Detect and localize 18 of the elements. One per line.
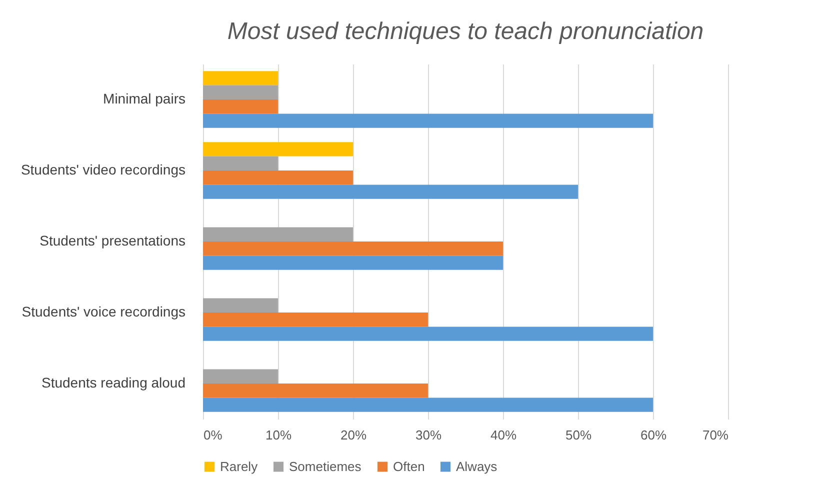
y-tick-label: Students reading aloud bbox=[42, 374, 186, 390]
y-tick-label: Students' voice recordings bbox=[22, 304, 186, 320]
x-tick-label: 20% bbox=[340, 428, 367, 442]
x-tick-label: 30% bbox=[415, 428, 442, 442]
chart-title: Most used techniques to teach pronunciation bbox=[227, 18, 704, 45]
y-tick-label: Students' video recordings bbox=[20, 162, 186, 178]
legend-label: Always bbox=[456, 458, 498, 474]
x-tick-label: 70% bbox=[702, 428, 729, 442]
legend-label: Sometiemes bbox=[289, 458, 362, 474]
x-tick-label: 40% bbox=[490, 428, 517, 442]
y-tick-label: Students' presentations bbox=[40, 232, 186, 248]
x-tick-label: 60% bbox=[640, 428, 667, 442]
x-tick-label: 0% bbox=[204, 428, 223, 442]
legend-label: Often bbox=[393, 458, 425, 474]
legend-label: Rarely bbox=[220, 458, 258, 474]
y-tick-label: Minimal pairs bbox=[103, 90, 186, 106]
x-tick-label: 10% bbox=[265, 428, 292, 442]
x-tick-label: 50% bbox=[565, 428, 592, 442]
